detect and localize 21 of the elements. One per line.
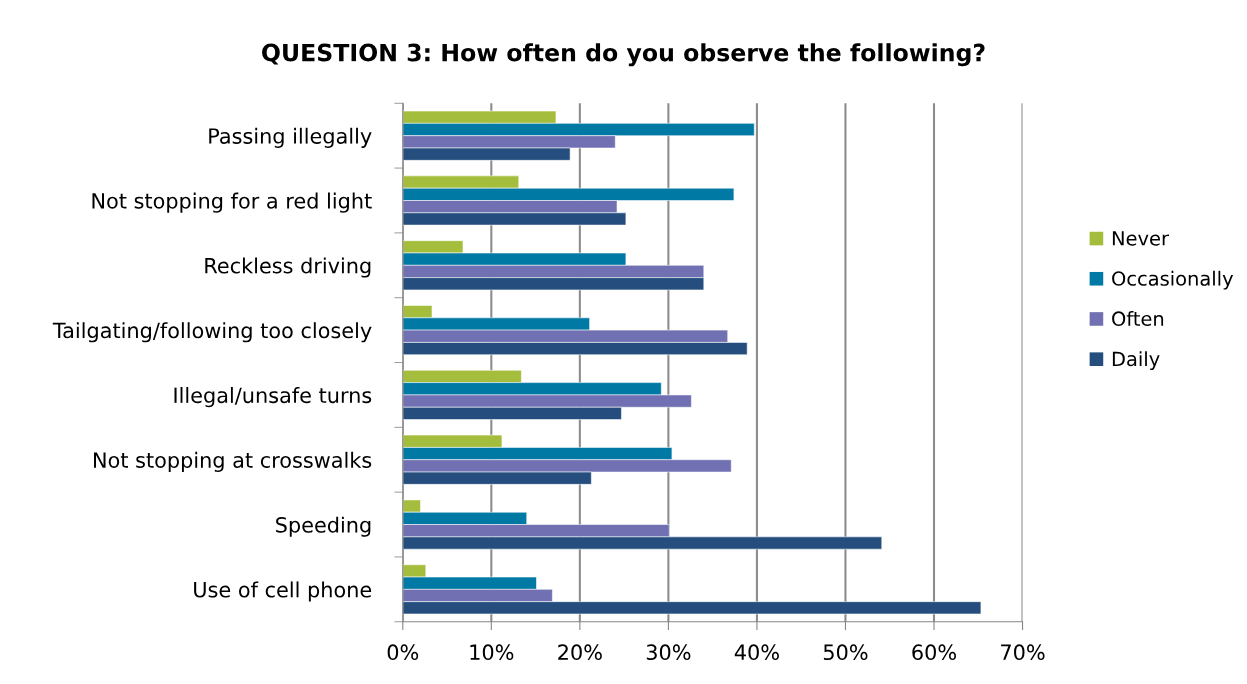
legend-label: Daily (1112, 351, 1160, 371)
legend-label: Occasionally (1112, 270, 1234, 290)
x-tick-label: 70% (1001, 644, 1045, 661)
y-tick-label: Illegal/unsafe turns (174, 387, 372, 408)
y-tick-label: Passing illegally (209, 127, 372, 148)
y-tick-label: Not stopping for a red light (92, 192, 372, 213)
y-tick-label: Speeding (276, 516, 371, 537)
x-tick-label: 30% (646, 644, 691, 661)
legend-label: Often (1112, 311, 1164, 327)
chart-title: QUESTION 3: How often do you observe the following? (262, 43, 985, 67)
y-tick-label: Reckless driving (205, 257, 371, 278)
x-tick-label: 60% (912, 644, 957, 661)
y-tick-label: Tailgating/following too closely (52, 322, 372, 343)
x-tick-label: 20% (558, 644, 602, 661)
x-tick-label: 10% (470, 644, 514, 661)
x-tick-label: 40% (734, 644, 779, 661)
legend-label: Never (1112, 231, 1169, 246)
x-tick-label: 0% (387, 644, 419, 661)
y-tick-label: Use of cell phone (194, 581, 372, 602)
x-tick-label: 50% (823, 644, 868, 661)
y-tick-label: Not stopping at crosswalks (94, 451, 372, 472)
